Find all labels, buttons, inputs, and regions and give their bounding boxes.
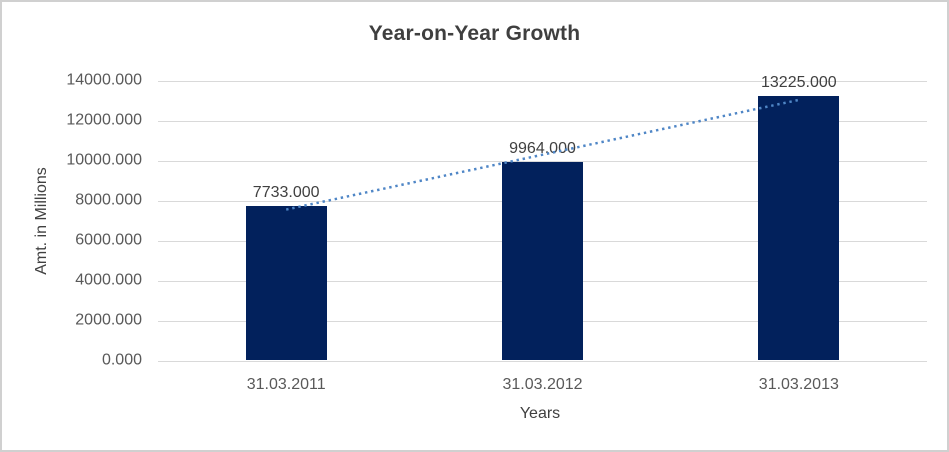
y-axis-tick-label: 6000.000 <box>75 231 142 249</box>
gridline <box>158 81 927 82</box>
x-axis-category-label: 31.03.2011 <box>246 375 326 393</box>
bar <box>502 161 583 361</box>
gridline <box>158 360 927 362</box>
x-axis-title: Years <box>519 405 561 422</box>
bar-data-label: 9964.000 <box>509 139 576 157</box>
y-axis-tick-label: 0.000 <box>101 351 142 369</box>
bar-data-label: 13225.000 <box>761 74 837 92</box>
x-axis-category-label: 31.03.2012 <box>502 375 583 393</box>
y-axis-tick-label: 10000.000 <box>66 151 142 169</box>
y-axis-tick-label: 8000.000 <box>75 191 142 209</box>
bar-data-label: 7733.000 <box>252 184 320 202</box>
y-axis-tick-label: 4000.000 <box>75 271 142 289</box>
y-axis-tick-label: 14000.000 <box>66 71 142 89</box>
y-axis-tick-label: 12000.000 <box>66 111 142 129</box>
bar <box>245 206 327 361</box>
x-axis-category-label: 31.03.2013 <box>758 375 839 393</box>
y-axis-title: Amt. in Millions <box>33 167 50 275</box>
bar <box>758 96 840 361</box>
y-axis-tick-label: 2000.000 <box>75 311 142 329</box>
chart-title: Year-on-Year Growth <box>368 22 581 45</box>
